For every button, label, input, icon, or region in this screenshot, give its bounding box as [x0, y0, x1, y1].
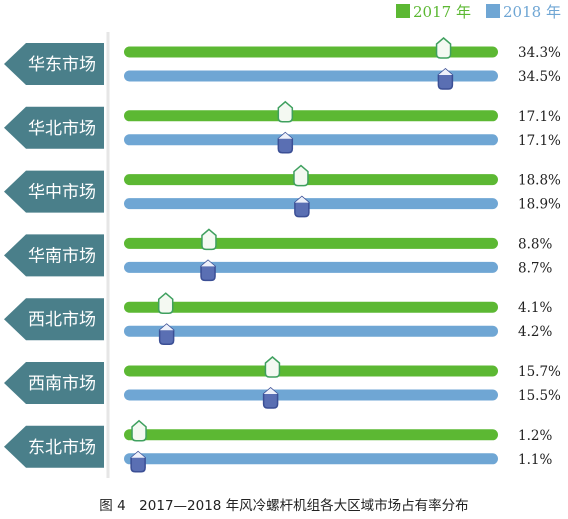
chart-rows: 华东市场 34.3% 34.5% 华北市场 17.1% 17.1% 华中市场 18.8% 18.… — [4, 37, 561, 473]
value-label-2018: 15.5% — [518, 388, 561, 404]
marker-2017 — [131, 419, 147, 442]
value-label-2017: 4.1% — [518, 300, 552, 316]
value-label-2017: 34.3% — [518, 45, 561, 61]
bar-2018 — [124, 453, 498, 465]
value-label-2018: 34.5% — [518, 69, 561, 85]
bar-2017 — [124, 301, 498, 313]
marker-2017 — [435, 37, 452, 59]
value-label-2017: 18.8% — [518, 173, 561, 189]
category-tag — [4, 362, 104, 404]
category-tag — [4, 298, 104, 341]
category-label: 华北市场 — [28, 119, 96, 139]
bar-2018 — [124, 261, 498, 273]
value-label-2017: 17.1% — [518, 109, 561, 125]
marker-2017 — [157, 292, 174, 314]
bar-2018 — [124, 325, 498, 337]
bar-2018 — [124, 198, 498, 210]
marker-2017 — [264, 356, 281, 378]
category-label: 华东市场 — [28, 55, 96, 75]
bar-2017 — [124, 365, 498, 377]
marker-2018-cap — [294, 196, 309, 203]
value-label-2018: 17.1% — [518, 133, 561, 149]
marker-2018-cap — [201, 260, 216, 267]
legend: 2017 年 2018 年 — [396, 3, 561, 21]
marker-2018-cap — [263, 388, 278, 394]
value-label-2017: 8.8% — [518, 236, 552, 252]
category-label: 西南市场 — [28, 374, 96, 394]
marker-2017 — [293, 164, 309, 187]
category-tag — [4, 170, 104, 213]
legend-label-2017: 2017 年 — [413, 3, 471, 21]
legend-swatch-2017 — [396, 4, 410, 18]
category-tag — [4, 425, 104, 468]
marker-2018-cap — [438, 69, 453, 75]
category-label: 西北市场 — [28, 310, 96, 330]
category-tag — [4, 43, 104, 85]
category-label: 华南市场 — [28, 246, 96, 266]
category-tag — [4, 106, 104, 149]
marker-2017 — [201, 228, 217, 251]
value-label-2018: 8.7% — [518, 260, 552, 276]
marker-2017 — [277, 100, 294, 123]
category-label: 华中市场 — [28, 183, 96, 203]
marker-2018-cap — [278, 132, 293, 139]
bar-2017 — [124, 174, 498, 186]
category-tag — [4, 234, 104, 277]
bar-2017 — [124, 429, 498, 441]
value-label-2018: 4.2% — [518, 324, 552, 340]
bar-2017 — [124, 237, 498, 249]
value-label-2017: 1.2% — [518, 428, 552, 444]
figure-caption: 图 4 2017—2018 年风冷螺杆机组各大区域市场占有率分布 — [99, 498, 469, 514]
bar-2018 — [124, 134, 498, 146]
value-label-2018: 1.1% — [518, 452, 552, 468]
marker-2018-cap — [131, 451, 146, 458]
bar-2017 — [124, 46, 498, 58]
legend-swatch-2018 — [486, 4, 500, 18]
value-label-2018: 18.9% — [518, 197, 561, 213]
value-label-2017: 15.7% — [518, 364, 561, 380]
category-label: 东北市场 — [28, 438, 96, 458]
market-share-chart: 2017 年 2018 年 华东市场 34.3% 34.5% 华北市场 17.1% 17.… — [4, 3, 561, 478]
marker-2018-cap — [159, 324, 174, 331]
bar-2017 — [124, 110, 498, 122]
bar-2018 — [124, 389, 498, 401]
legend-label-2018: 2018 年 — [503, 3, 561, 21]
bar-2018 — [124, 70, 498, 82]
